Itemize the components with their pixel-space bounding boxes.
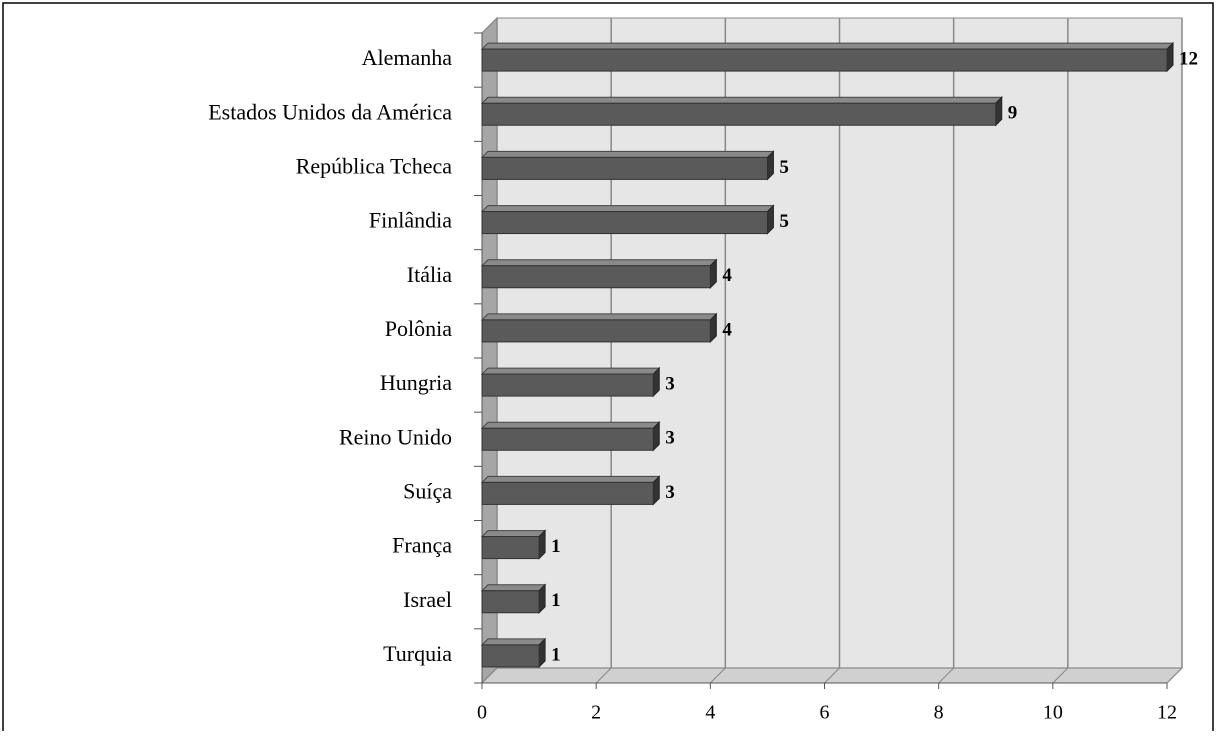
floor-grid-line bbox=[938, 667, 955, 684]
bar bbox=[480, 312, 718, 344]
floor-grid-line bbox=[481, 667, 498, 684]
bar-top bbox=[480, 150, 775, 158]
y-tick-label: Polônia bbox=[385, 316, 452, 341]
bar-front bbox=[481, 536, 540, 560]
x-tick-label: 12 bbox=[1157, 702, 1177, 724]
bar bbox=[480, 421, 661, 452]
value-label: 1 bbox=[551, 590, 561, 611]
y-tick-label: França bbox=[392, 533, 452, 558]
floor-grid-line bbox=[1052, 667, 1069, 684]
value-label: 5 bbox=[779, 211, 789, 232]
bar-front bbox=[481, 265, 711, 289]
value-label: 4 bbox=[722, 319, 732, 340]
floor-grid-line bbox=[595, 667, 612, 684]
bar-front bbox=[481, 319, 711, 343]
bar bbox=[480, 41, 1175, 73]
bar bbox=[480, 366, 661, 398]
bar-front bbox=[481, 211, 768, 235]
value-label: 9 bbox=[1008, 103, 1018, 124]
bar bbox=[480, 258, 718, 289]
y-tick-label: Finlândia bbox=[369, 208, 452, 233]
y-tick-label: Reino Unido bbox=[339, 424, 452, 449]
bar bbox=[480, 583, 547, 614]
y-tick-label: Alemanha bbox=[362, 45, 453, 70]
bar-top bbox=[480, 421, 661, 429]
bar-top bbox=[480, 259, 718, 267]
x-tick-label: 2 bbox=[591, 702, 601, 724]
bar bbox=[480, 475, 661, 506]
bar-top bbox=[480, 205, 775, 213]
bar-front bbox=[481, 427, 654, 451]
floor-grid-line bbox=[824, 667, 840, 684]
bar-top bbox=[480, 96, 1003, 104]
x-tick-label: 8 bbox=[934, 702, 944, 724]
y-tick-label: Turquia bbox=[383, 641, 452, 666]
bar-front bbox=[481, 373, 654, 397]
value-label: 1 bbox=[551, 644, 561, 665]
bar bbox=[480, 529, 547, 560]
bar-front bbox=[481, 156, 768, 180]
bar-front bbox=[481, 102, 997, 126]
x-tick-label: 10 bbox=[1043, 702, 1063, 724]
bar-top bbox=[480, 638, 547, 646]
bar bbox=[480, 96, 1003, 127]
value-label: 3 bbox=[665, 482, 675, 503]
bar-top bbox=[480, 313, 718, 321]
bar-top bbox=[480, 584, 547, 592]
y-tick-label: Hungria bbox=[380, 370, 452, 395]
bar bbox=[480, 150, 775, 181]
floor-grid-line bbox=[709, 667, 726, 684]
bar bbox=[480, 204, 775, 235]
bar-top bbox=[480, 530, 547, 538]
value-label: 4 bbox=[722, 265, 732, 286]
value-label: 3 bbox=[665, 373, 675, 394]
bar-front bbox=[481, 644, 540, 668]
y-tick-label: Israel bbox=[403, 587, 452, 612]
floor-grid-line bbox=[1166, 667, 1183, 684]
y-tick-label: República Tcheca bbox=[296, 153, 452, 178]
value-label: 1 bbox=[551, 536, 561, 557]
y-tick-label: Itália bbox=[407, 262, 452, 287]
bar-front bbox=[481, 48, 1168, 72]
bar bbox=[480, 637, 547, 669]
bar-top bbox=[480, 42, 1175, 50]
x-tick-label: 6 bbox=[820, 702, 830, 724]
bar-front bbox=[481, 590, 540, 614]
bar-top bbox=[480, 367, 661, 375]
bar-front bbox=[481, 481, 654, 505]
value-label: 3 bbox=[665, 428, 675, 449]
value-label: 12 bbox=[1179, 48, 1198, 69]
value-label: 5 bbox=[779, 157, 789, 178]
y-tick-label: Estados Unidos da América bbox=[208, 99, 452, 124]
x-tick-label: 4 bbox=[705, 702, 715, 724]
bar-top bbox=[480, 475, 661, 483]
y-tick-label: Suíça bbox=[403, 478, 452, 503]
x-tick-label: 0 bbox=[477, 702, 487, 724]
